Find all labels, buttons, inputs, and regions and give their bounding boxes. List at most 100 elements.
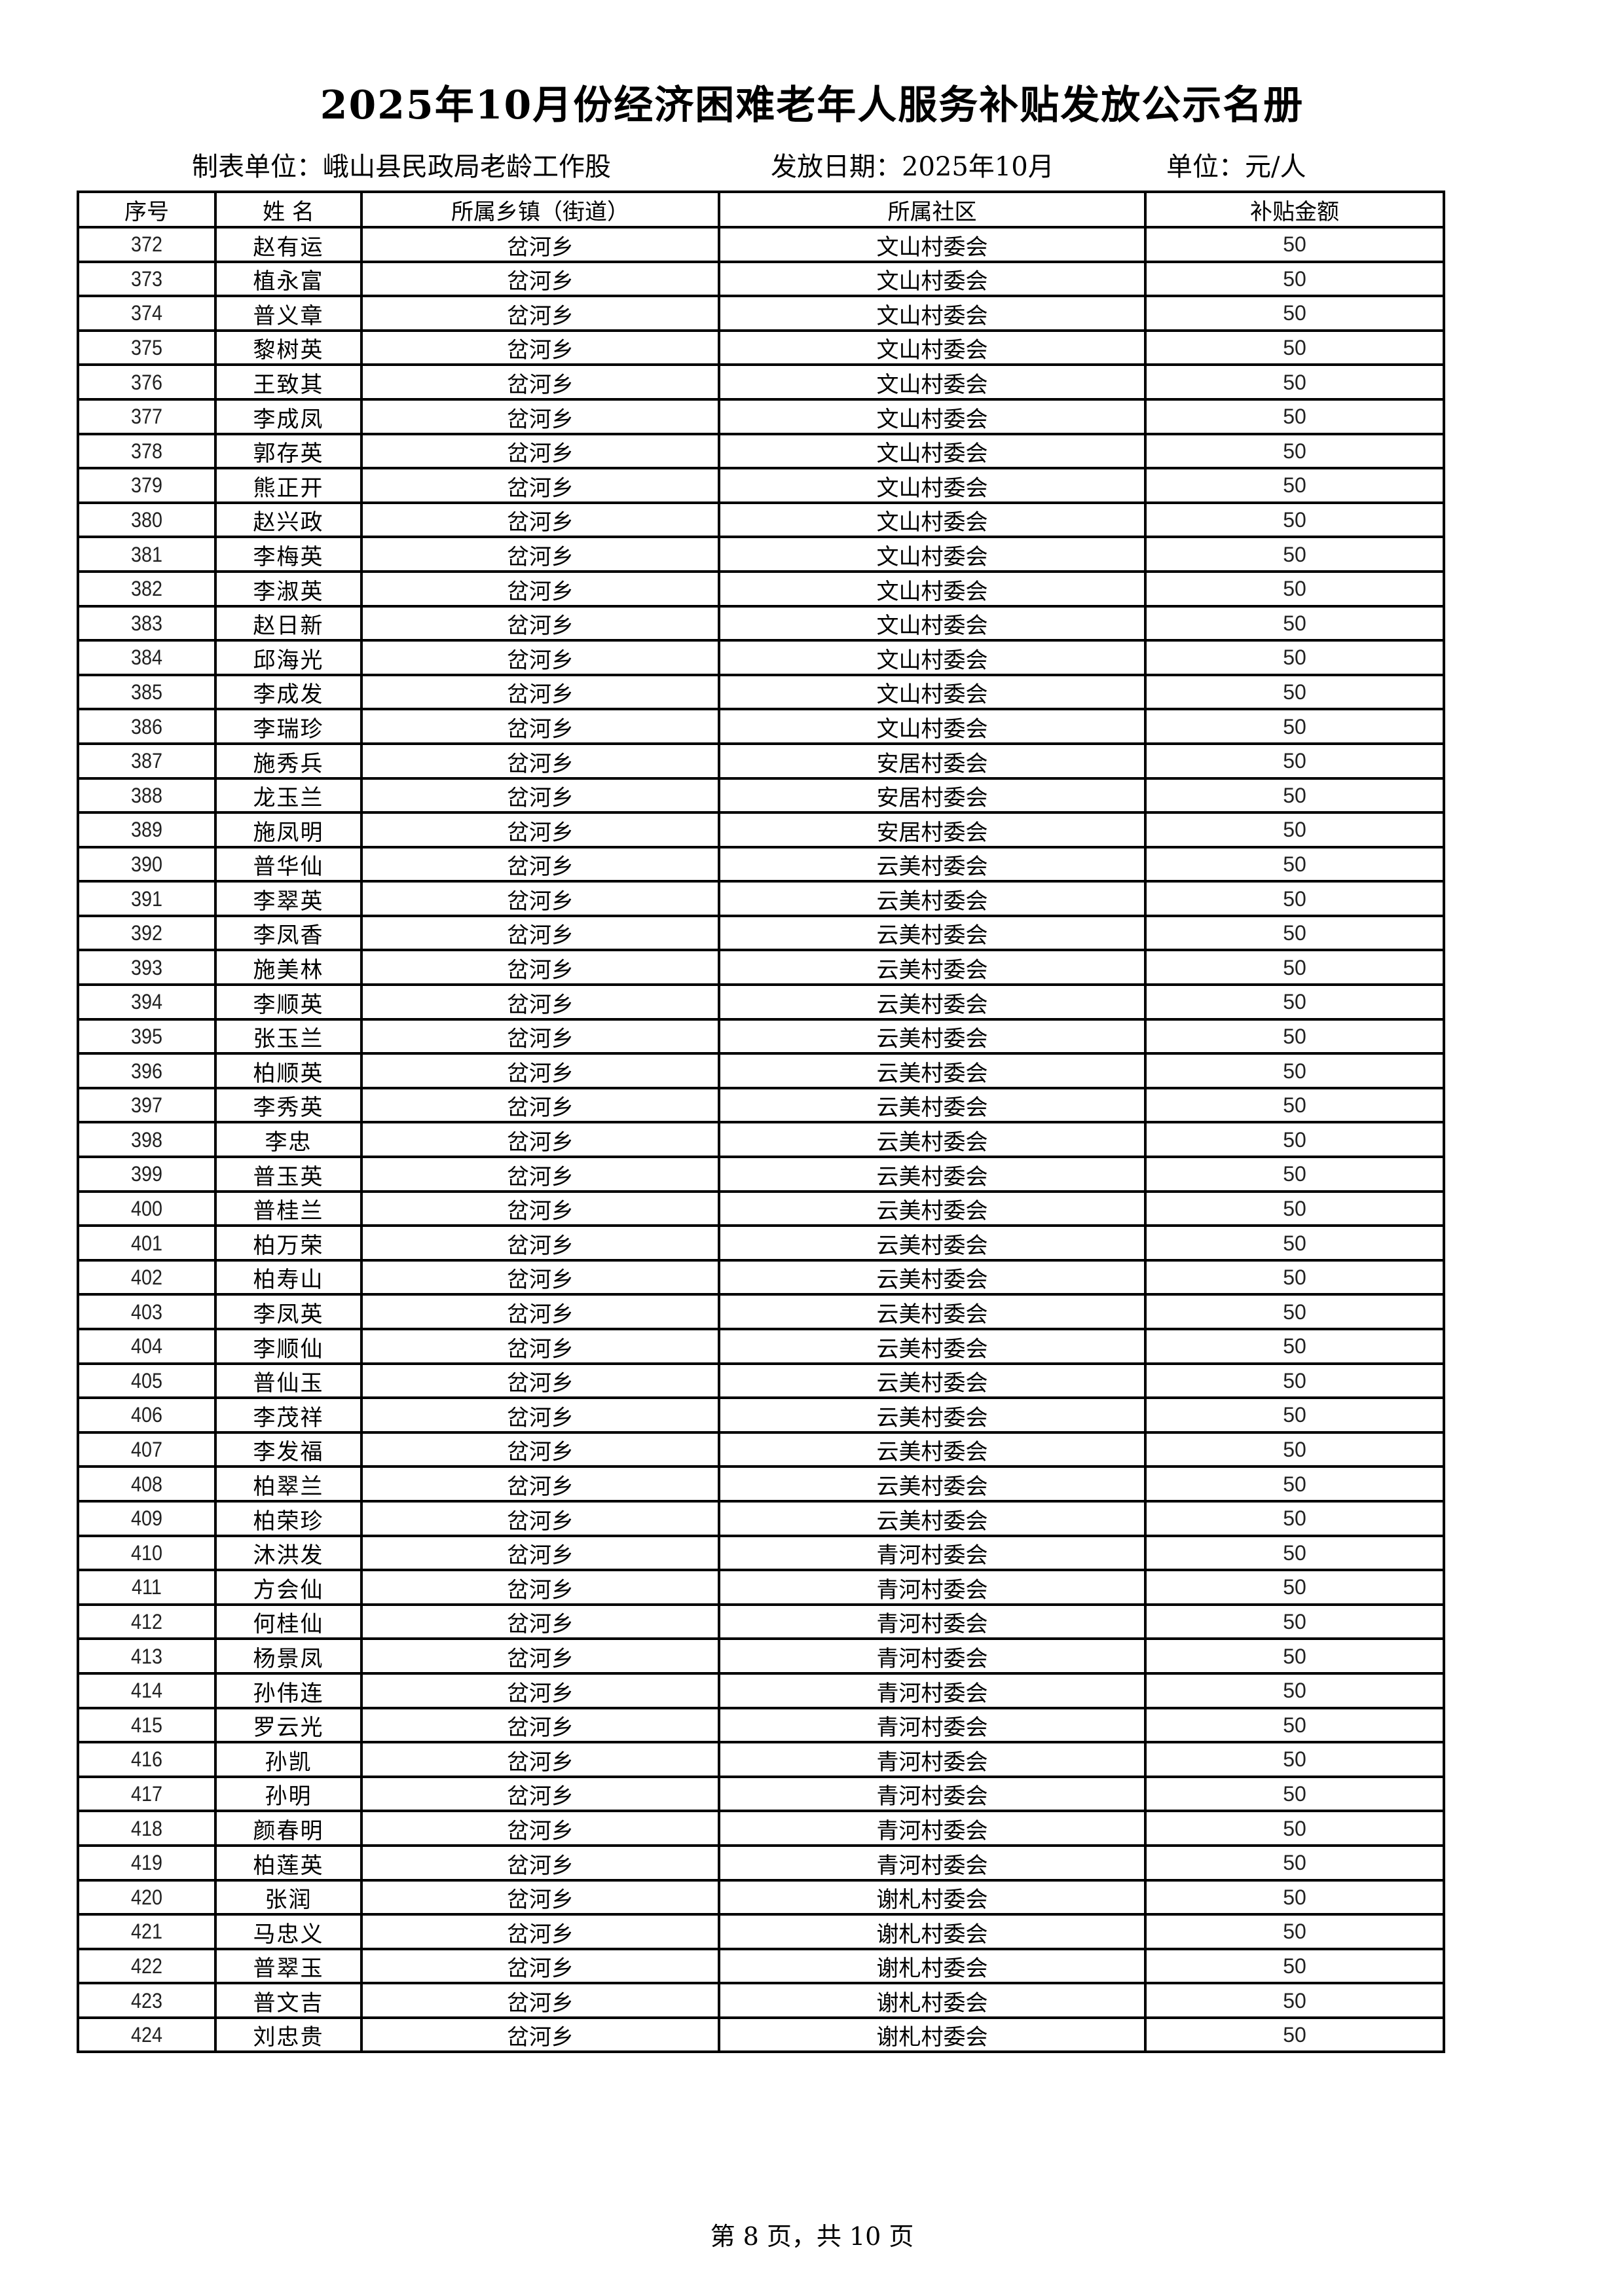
cell-amount: 50 [1144,501,1445,539]
cell-name: 普义章 [214,295,363,332]
cell-amount: 50 [1144,1569,1445,1606]
cell-town: 岔河乡 [360,501,720,539]
cell-community: 云美村委会 [718,949,1147,987]
cell-town: 岔河乡 [360,1258,720,1296]
cell-seq: 390 [83,845,210,883]
cell-town: 岔河乡 [360,604,720,642]
cell-name: 王致其 [214,363,363,401]
cell-community: 文山村委会 [718,639,1147,676]
cell-name: 黎树英 [214,329,363,367]
table-row: 385 李成发 岔河乡 文山村委会 50 [78,673,1445,711]
cell-seq: 383 [83,604,210,642]
cell-name: 普翠玉 [214,1947,363,1985]
cell-amount: 50 [1144,1671,1445,1709]
cell-name: 普仙玉 [214,1362,363,1400]
cell-community: 青河村委会 [718,1569,1147,1606]
table-row: 399 普玉英 岔河乡 云美村委会 50 [78,1156,1445,1193]
cell-community: 青河村委会 [718,1671,1147,1709]
cell-seq: 374 [83,295,210,332]
table-row: 394 李顺英 岔河乡 云美村委会 50 [78,983,1445,1021]
cell-community: 云美村委会 [718,1224,1147,1262]
cell-amount: 50 [1144,1396,1445,1434]
table-row: 421 马忠义 岔河乡 谢札村委会 50 [78,1913,1445,1950]
cell-amount: 50 [1144,1947,1445,1985]
cell-town: 岔河乡 [360,673,720,711]
issue-date: 发放日期：2025年10月 [771,145,1054,183]
cell-community: 谢札村委会 [718,1878,1147,1916]
cell-name: 李翠英 [214,880,363,917]
cell-community: 云美村委会 [718,1086,1147,1124]
cell-seq: 415 [83,1706,210,1744]
cell-town: 岔河乡 [360,1121,720,1159]
cell-town: 岔河乡 [360,1947,720,1985]
cell-name: 李发福 [214,1430,363,1468]
cell-amount: 50 [1144,1844,1445,1882]
cell-name: 植永富 [214,260,363,298]
table-row: 384 邱海光 岔河乡 文山村委会 50 [78,639,1445,676]
cell-amount: 50 [1144,432,1445,470]
page-number: 第 8 页，共 10 页 [710,2222,914,2251]
cell-seq: 391 [83,880,210,917]
cell-town: 岔河乡 [360,1293,720,1330]
cell-seq: 373 [83,260,210,298]
currency-unit-label: 单位： [1166,152,1245,182]
cell-seq: 375 [83,329,210,367]
cell-amount: 50 [1144,397,1445,435]
cell-seq: 402 [83,1258,210,1296]
cell-amount: 50 [1144,1293,1445,1330]
cell-seq: 410 [83,1534,210,1572]
cell-name: 邱海光 [214,639,363,676]
table-row: 382 李淑英 岔河乡 文山村委会 50 [78,570,1445,608]
table-row: 378 郭存英 岔河乡 文山村委会 50 [78,432,1445,470]
cell-amount: 50 [1144,1982,1445,2019]
cell-community: 文山村委会 [718,570,1147,608]
cell-community: 云美村委会 [718,1121,1147,1159]
table-row: 391 李翠英 岔河乡 云美村委会 50 [78,880,1445,917]
table-row: 413 杨景凤 岔河乡 青河村委会 50 [78,1637,1445,1675]
cell-town: 岔河乡 [360,1224,720,1262]
cell-name: 赵有运 [214,226,363,263]
cell-seq: 423 [83,1982,210,2019]
cell-name: 李成发 [214,673,363,711]
table-row: 408 柏翠兰 岔河乡 云美村委会 50 [78,1465,1445,1503]
table-row: 411 方会仙 岔河乡 青河村委会 50 [78,1569,1445,1606]
cell-town: 岔河乡 [360,260,720,298]
table-row: 409 柏荣珍 岔河乡 云美村委会 50 [78,1499,1445,1537]
issuing-unit-value: 峨山县民政局老龄工作股 [323,152,611,182]
cell-community: 云美村委会 [718,983,1147,1021]
cell-amount: 50 [1144,914,1445,952]
cell-name: 李顺英 [214,983,363,1021]
cell-town: 岔河乡 [360,1017,720,1055]
cell-name: 普文吉 [214,1982,363,2019]
cell-community: 云美村委会 [718,1156,1147,1193]
cell-name: 龙玉兰 [214,776,363,814]
cell-name: 何桂仙 [214,1603,363,1641]
cell-community: 青河村委会 [718,1637,1147,1675]
header-town: 所属乡镇（街道） [360,191,720,228]
cell-town: 岔河乡 [360,708,720,745]
cell-town: 岔河乡 [360,1706,720,1744]
cell-amount: 50 [1144,1499,1445,1537]
cell-community: 青河村委会 [718,1603,1147,1641]
cell-town: 岔河乡 [360,1465,720,1503]
cell-seq: 381 [83,536,210,573]
cell-seq: 400 [83,1190,210,1228]
cell-town: 岔河乡 [360,467,720,504]
cell-community: 文山村委会 [718,363,1147,401]
table-row: 380 赵兴政 岔河乡 文山村委会 50 [78,501,1445,539]
header-seq: 序号 [77,191,217,228]
cell-name: 张润 [214,1878,363,1916]
cell-community: 云美村委会 [718,1293,1147,1330]
cell-community: 文山村委会 [718,397,1147,435]
table-row: 389 施凤明 岔河乡 安居村委会 50 [78,811,1445,848]
table-header-row: 序号 姓 名 所属乡镇（街道） 所属社区 补贴金额 [77,191,1445,228]
table-row: 386 李瑞珍 岔河乡 文山村委会 50 [78,708,1445,745]
table-row: 401 柏万荣 岔河乡 云美村委会 50 [78,1224,1445,1262]
cell-seq: 386 [83,708,210,745]
cell-town: 岔河乡 [360,397,720,435]
cell-name: 罗云光 [214,1706,363,1744]
cell-amount: 50 [1144,1224,1445,1262]
cell-community: 云美村委会 [718,1430,1147,1468]
cell-town: 岔河乡 [360,1499,720,1537]
cell-amount: 50 [1144,1430,1445,1468]
